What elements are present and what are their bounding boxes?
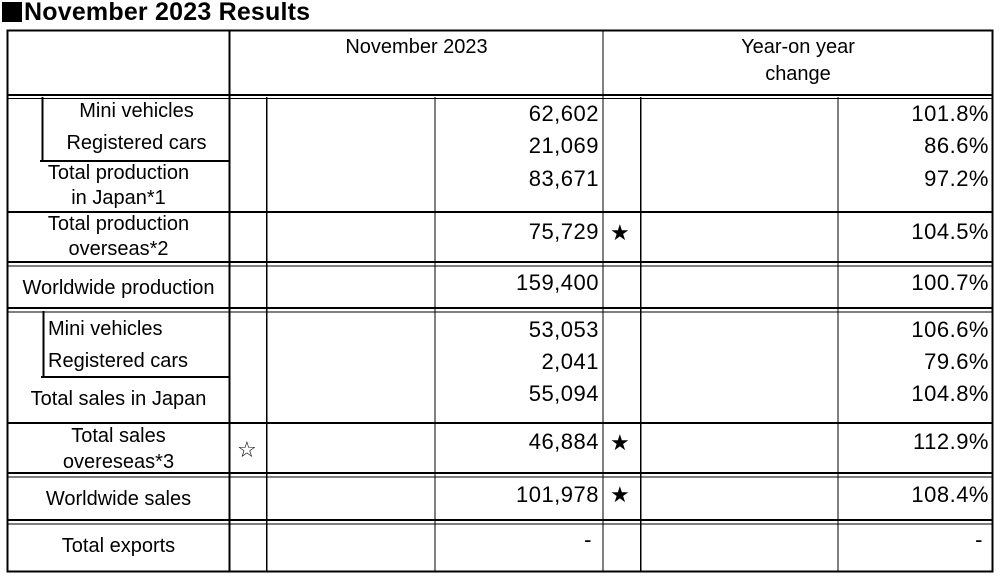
yoy-sales-registered: 79.6% (924, 349, 989, 374)
yoy-exports: - (975, 527, 983, 552)
star-mark-icon: ★ (610, 430, 630, 455)
row-label-prod-registered: Registered cars (66, 132, 207, 154)
yoy-prod-mini: 101.8% (911, 101, 989, 126)
value-prod-overseas: 75,729 (528, 219, 599, 244)
square-bullet-icon (2, 2, 22, 22)
value-sales-world: 101,978 (515, 482, 599, 507)
star-mark-icon: ★ (610, 482, 630, 507)
value-prod-japan: 83,671 (528, 166, 599, 191)
yoy-prod-registered: 86.6% (924, 133, 989, 158)
yoy-sales-world: 108.4% (911, 482, 989, 507)
row-label-prod-overseas-line1: Total production (47, 213, 190, 235)
page-title: November 2023 Results (2, 0, 310, 27)
row-label-exports: Total exports (61, 535, 176, 557)
row-label-prod-world: Worldwide production (22, 277, 215, 299)
value-sales-overseas: 46,884 (528, 429, 599, 454)
yoy-sales-overseas: 112.9% (913, 429, 989, 454)
row-label-prod-japan-line1: Total production (47, 162, 190, 184)
row-label-sales-overseas-line2: overeseas*3 (62, 451, 175, 473)
value-prod-mini: 62,602 (528, 101, 599, 126)
hollow-star-mark-icon: ☆ (237, 437, 257, 462)
row-label-sales-registered: Registered cars (48, 350, 189, 372)
row-label-prod-overseas-line2: overseas*2 (68, 238, 169, 260)
page-title-text: November 2023 Results (24, 0, 311, 26)
value-sales-registered: 2,041 (541, 349, 599, 374)
header-month: November 2023 (345, 36, 488, 58)
value-prod-registered: 21,069 (528, 133, 599, 158)
star-mark-icon: ★ (610, 220, 630, 245)
yoy-sales-japan: 104.8% (911, 381, 989, 406)
row-label-sales-world: Worldwide sales (45, 488, 192, 510)
header-yoy-line2: change (765, 63, 831, 85)
row-label-prod-japan-line2: in Japan*1 (71, 187, 166, 209)
value-sales-japan: 55,094 (528, 381, 599, 406)
value-exports: - (584, 527, 592, 552)
value-sales-mini: 53,053 (528, 317, 599, 342)
yoy-prod-world: 100.7% (911, 270, 989, 295)
yoy-prod-japan: 97.2% (924, 166, 989, 191)
row-label-sales-mini: Mini vehicles (48, 318, 163, 340)
yoy-sales-mini: 106.6% (911, 317, 989, 342)
row-label-prod-mini: Mini vehicles (79, 100, 194, 122)
yoy-prod-overseas: 104.5% (911, 219, 989, 244)
value-prod-world: 159,400 (515, 270, 599, 295)
header-yoy-line1: Year-on year (741, 36, 855, 58)
row-label-sales-japan: Total sales in Japan (30, 388, 207, 410)
row-label-sales-overseas-line1: Total sales (71, 425, 166, 447)
